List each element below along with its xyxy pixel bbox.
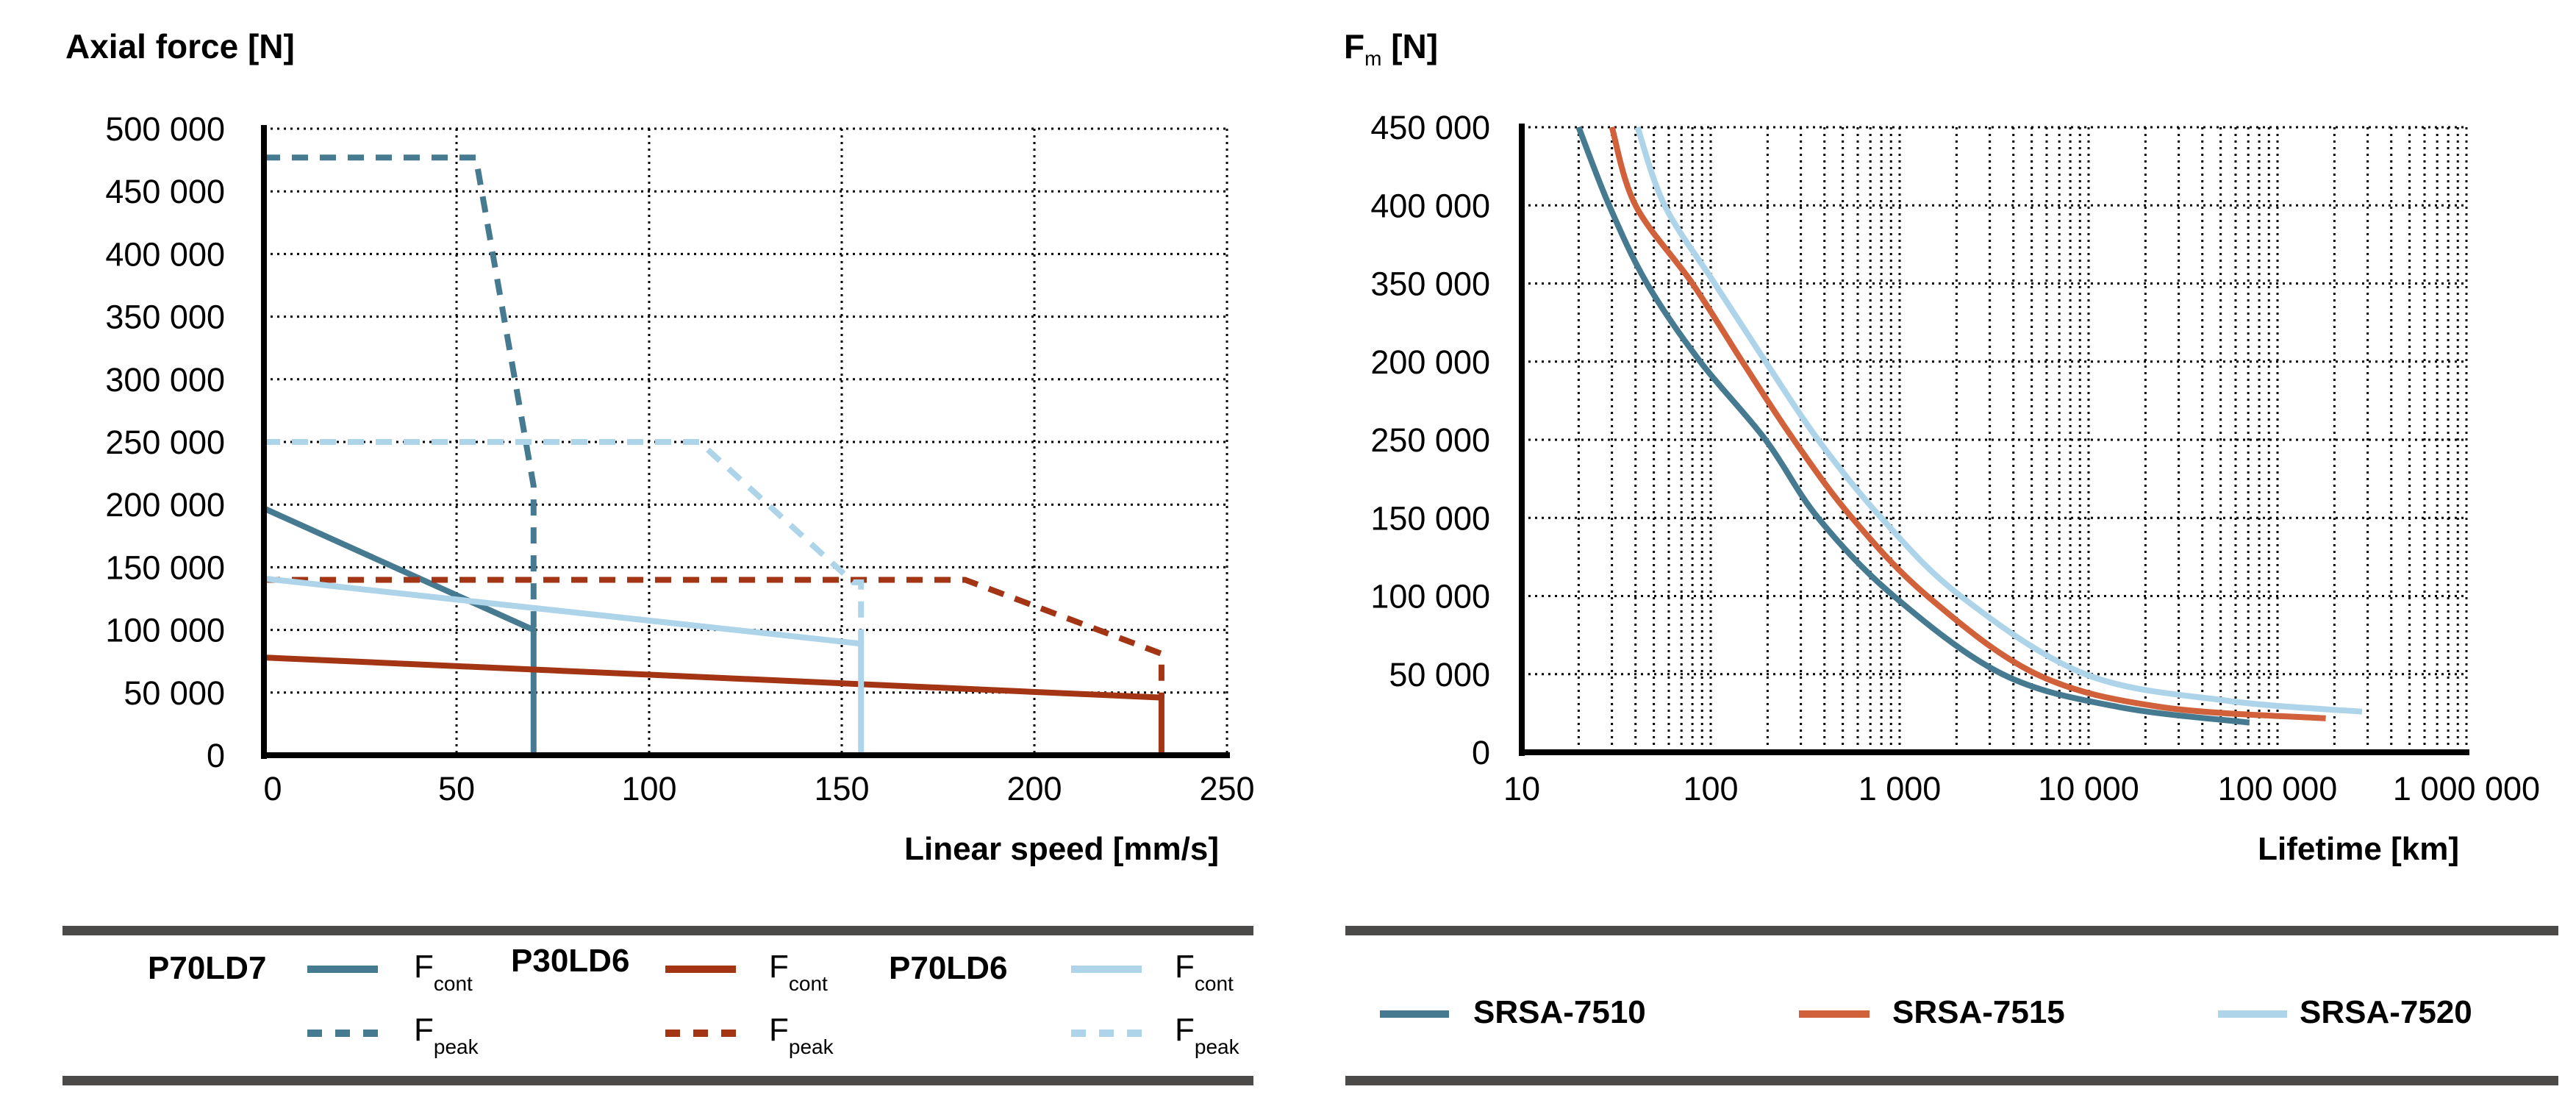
right-x-tick-label: 1 000	[1858, 770, 1942, 807]
legend-swatch-p70ld6-cont	[1071, 966, 1142, 973]
left-series-p70ld6-fcont	[263, 575, 865, 755]
right-x-tick-label: 10	[1503, 770, 1540, 807]
left-y-tick-label: 250 000	[105, 424, 225, 461]
legend-label-srsa-7515: SRSA-7515	[1892, 994, 2065, 1030]
right-series-srsa-7515	[1609, 126, 2326, 721]
left-x-tick-label: 150	[814, 770, 869, 807]
legend-swatch-p70ld7-cont	[307, 966, 378, 973]
legend-model-p70ld7: P70LD7	[148, 950, 267, 986]
right-y-tick-label: 50 000	[1389, 656, 1490, 693]
legend-p70ld6-fcont: Fcont	[1175, 949, 1234, 995]
left-y-tick-label: 400 000	[105, 235, 225, 273]
left-y-tick-label: 150 000	[105, 549, 225, 586]
right-x-tick-label: 1 000 000	[2393, 770, 2540, 807]
left-x-axis-label: Linear speed [mm/s]	[904, 831, 1219, 867]
right-legend-bottom-divider	[1345, 1076, 2558, 1085]
left-x-tick-label: 250	[1199, 770, 1254, 807]
left-series-p30ld6-fcont	[263, 654, 1164, 755]
left-legend-bottom-divider	[62, 1076, 1253, 1085]
left-y-tick-label: 350 000	[105, 299, 225, 336]
legend-swatch-p70ld6-peak	[1071, 1030, 1142, 1037]
left-series-p30ld6-fpeak	[264, 577, 1164, 698]
left-y-tick-label: 0	[207, 737, 225, 774]
legend-swatch-p70ld7-peak	[307, 1030, 378, 1037]
left-x-tick-label: 100	[621, 770, 676, 807]
right-y-tick-label: 150 000	[1370, 499, 1490, 537]
legend-p30ld6-fcont: Fcont	[769, 949, 828, 995]
legend-swatch-p30ld6-peak	[665, 1030, 736, 1037]
left-x-tick-label: 200	[1006, 770, 1062, 807]
right-y-tick-label: 250 000	[1370, 421, 1490, 459]
legend-swatch-srsa-7520	[2218, 1010, 2287, 1018]
right-y-tick-label: 200 000	[1370, 343, 1490, 381]
right-y-tick-label: 0	[1472, 734, 1490, 771]
left-y-tick-label: 450 000	[105, 173, 225, 210]
right-y-tick-label: 350 000	[1370, 265, 1490, 303]
legend-model-p70ld6: P70LD6	[889, 950, 1008, 986]
legend-p70ld7-fcont: Fcont	[414, 949, 473, 995]
right-x-axis-label: Lifetime [km]	[2258, 831, 2459, 867]
right-title-unit: [N]	[1391, 27, 1439, 65]
right-chart-title: Fm [N]	[1344, 26, 1438, 71]
left-y-tick-label: 50 000	[124, 674, 225, 712]
right-title-sub: m	[1364, 47, 1382, 71]
right-x-tick-label: 100 000	[2218, 770, 2338, 807]
right-x-tick-label: 100	[1683, 770, 1738, 807]
right-y-tick-label: 100 000	[1370, 578, 1490, 616]
right-legend-top-divider	[1345, 926, 2558, 935]
right-x-tick-label: 10 000	[2038, 770, 2139, 807]
right-series-srsa-7510	[1575, 126, 2250, 726]
left-series-p70ld7-fpeak	[264, 154, 537, 630]
legend-swatch-srsa-7510	[1380, 1010, 1449, 1018]
right-title-main: F	[1344, 27, 1365, 65]
right-series-srsa-7520	[1634, 126, 2363, 715]
left-x-tick-label: 0	[263, 770, 282, 807]
left-y-tick-label: 100 000	[105, 612, 225, 649]
legend-model-p30ld6: P30LD6	[511, 943, 630, 979]
right-y-tick-label: 450 000	[1370, 109, 1490, 146]
left-series-p70ld7-fcont	[262, 505, 537, 755]
left-legend-top-divider	[62, 926, 1253, 935]
legend-p70ld7-fpeak: Fpeak	[414, 1012, 479, 1058]
left-y-tick-label: 200 000	[105, 486, 225, 524]
legend-label-srsa-7510: SRSA-7510	[1473, 994, 1646, 1030]
left-series-p70ld6-fpeak	[264, 439, 865, 644]
right-y-tick-label: 400 000	[1370, 187, 1490, 224]
legend-label-srsa-7520: SRSA-7520	[2300, 994, 2472, 1030]
left-y-tick-label: 300 000	[105, 361, 225, 399]
legend-p70ld6-fpeak: Fpeak	[1175, 1012, 1239, 1058]
left-y-tick-label: 500 000	[105, 110, 225, 148]
legend-p30ld6-fpeak: Fpeak	[769, 1012, 834, 1058]
legend-swatch-p30ld6-cont	[665, 966, 736, 973]
left-chart-title: Axial force [N]	[65, 27, 295, 65]
left-x-tick-label: 50	[438, 770, 475, 807]
legend-swatch-srsa-7515	[1799, 1010, 1870, 1018]
